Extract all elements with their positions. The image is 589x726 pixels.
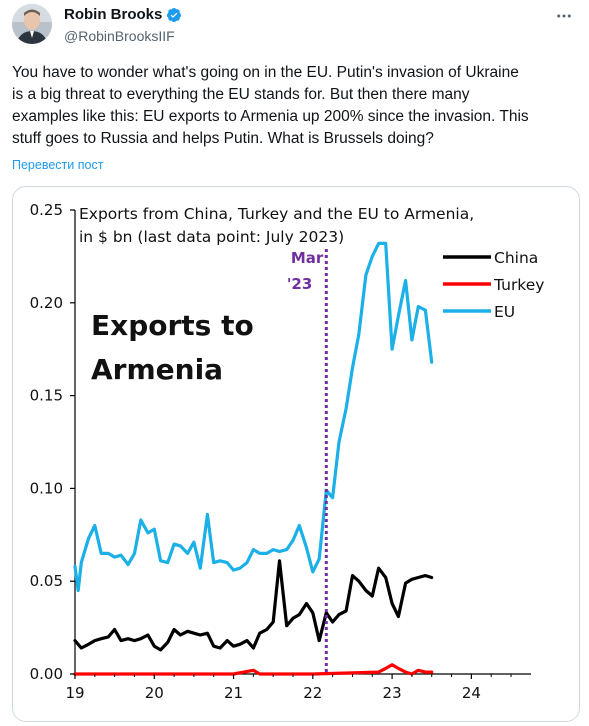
author-name[interactable]: Robin Brooks <box>64 6 163 23</box>
series-line-eu <box>73 241 434 593</box>
author-handle[interactable]: @RobinBrooksIIF <box>64 28 175 44</box>
x-tick-label: 20 <box>145 684 164 702</box>
chart-big-label-line-2: Armenia <box>91 353 223 386</box>
chart-legend: China Turkey EU <box>443 249 544 321</box>
y-tick-label: 0.20 <box>30 294 63 312</box>
marker-label-line-1: Mar <box>291 249 324 267</box>
tweet-text: You have to wonder what's going on in th… <box>12 64 529 147</box>
tweet-media-image[interactable]: 0.00 0.05 0.10 0.15 0.20 0.25 19 20 21 22 23 24 Mar… <box>12 186 580 722</box>
marker-label-line-2: '23 <box>287 275 312 293</box>
chart: 0.00 0.05 0.10 0.15 0.20 0.25 19 20 21 22 23 24 Mar… <box>30 201 545 702</box>
chart-title-line-1: Exports from China, Turkey and the EU to… <box>79 205 474 223</box>
avatar-portrait-icon <box>12 4 52 44</box>
legend-label-turkey: Turkey <box>493 276 544 294</box>
chart-title-line-2: in $ bn (last data point: July 2023) <box>79 228 344 246</box>
x-tick-label: 21 <box>224 684 243 702</box>
x-tick-label: 19 <box>65 684 84 702</box>
x-tick-label: 24 <box>462 684 481 702</box>
y-tick-label: 0.00 <box>30 665 63 683</box>
avatar[interactable] <box>12 4 52 44</box>
y-tick-label: 0.25 <box>30 201 63 219</box>
series-line-china <box>73 559 434 652</box>
legend-label-eu: EU <box>494 303 515 321</box>
x-tick-label: 23 <box>383 684 402 702</box>
y-tick-label: 0.05 <box>30 572 63 590</box>
series-line-turkey <box>73 663 434 676</box>
y-tick-label: 0.10 <box>30 479 63 497</box>
author-row: Robin Brooks <box>64 6 182 23</box>
chart-big-label-line-1: Exports to <box>91 309 254 342</box>
y-tick-label: 0.15 <box>30 387 63 405</box>
translate-post-link[interactable]: Перевести пост <box>12 158 104 172</box>
more-dots-icon <box>557 14 571 18</box>
x-tick-label: 22 <box>303 684 322 702</box>
more-options-button[interactable] <box>549 4 579 28</box>
legend-label-china: China <box>494 249 538 267</box>
verified-badge-icon <box>167 7 182 22</box>
